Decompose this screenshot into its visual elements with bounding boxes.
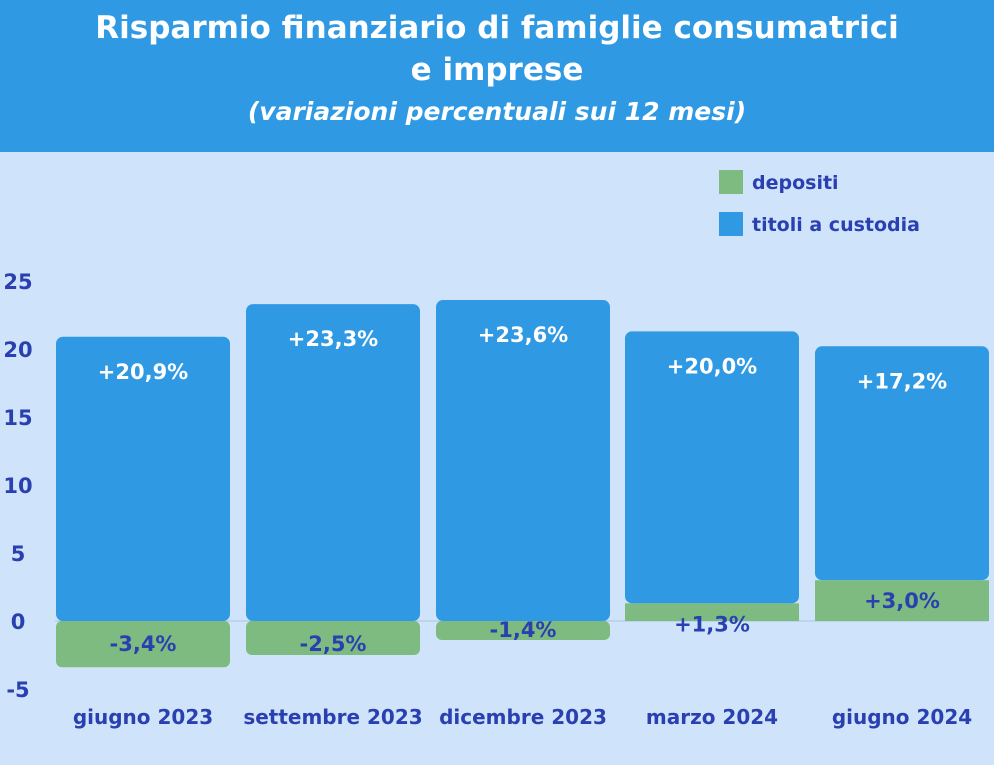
y-tick-label: 15	[3, 406, 32, 430]
value-label-depositi: -1,4%	[490, 618, 557, 642]
x-category-label: dicembre 2023	[439, 705, 607, 729]
x-category-label: giugno 2024	[832, 705, 972, 729]
value-label-titoli: +23,3%	[288, 327, 378, 351]
y-tick-label: 20	[3, 338, 32, 362]
value-label-titoli: +20,0%	[667, 354, 757, 378]
chart-subtitle: (variazioni percentuali sui 12 mesi)	[247, 97, 747, 126]
value-label-titoli: +23,6%	[478, 323, 568, 347]
y-tick-label: 25	[3, 270, 32, 294]
bar-depositi	[246, 621, 420, 655]
y-tick-label: 5	[11, 542, 26, 566]
bar-depositi	[625, 603, 799, 621]
legend-label: titoli a custodia	[752, 214, 920, 236]
value-label-depositi: +3,0%	[864, 589, 940, 613]
chart-title-line-2: e imprese	[410, 52, 584, 88]
bar-depositi	[56, 621, 230, 668]
value-label-depositi: -2,5%	[300, 632, 367, 656]
x-category-label: settembre 2023	[243, 705, 422, 729]
y-tick-label: -5	[6, 678, 29, 702]
value-label-titoli: +20,9%	[98, 360, 188, 384]
bar-titoli	[436, 300, 610, 621]
x-category-label: giugno 2023	[73, 705, 213, 729]
bar-titoli	[815, 346, 989, 581]
bar-titoli	[246, 304, 420, 621]
legend-swatch	[719, 170, 743, 194]
chart-header: Risparmio finanziario di famiglie consum…	[0, 0, 994, 152]
chart-title-line-1: Risparmio finanziario di famiglie consum…	[95, 10, 899, 46]
y-tick-label: 10	[3, 474, 32, 498]
bar-titoli	[625, 331, 799, 604]
bar-depositi	[436, 621, 610, 641]
x-category-label: marzo 2024	[646, 705, 778, 729]
bar-depositi	[815, 580, 989, 621]
y-tick-label: 0	[11, 610, 26, 634]
value-label-depositi: -3,4%	[110, 632, 177, 656]
value-label-titoli: +17,2%	[857, 369, 947, 393]
bar-titoli	[56, 336, 230, 621]
legend-swatch	[719, 212, 743, 236]
value-label-depositi: +1,3%	[674, 612, 750, 636]
bar-chart: 25 20 15 10 5 0 -5 +20,9% -3,4% giugno 2023 +23,3%…	[3, 170, 989, 729]
legend-label: depositi	[752, 172, 839, 194]
